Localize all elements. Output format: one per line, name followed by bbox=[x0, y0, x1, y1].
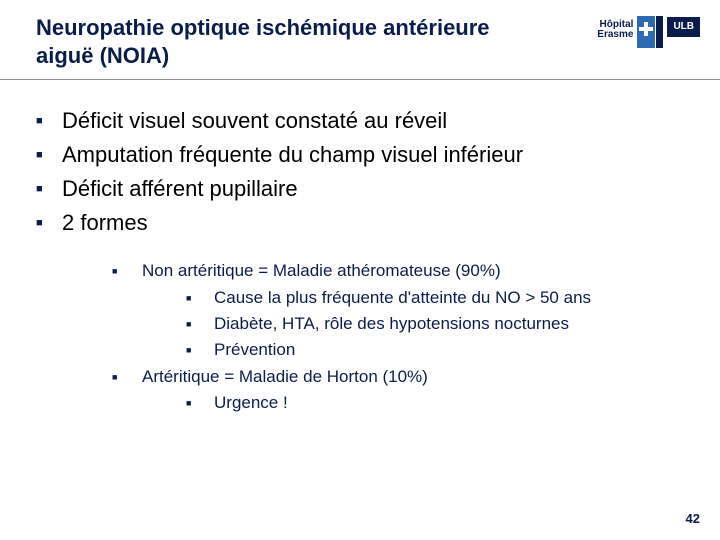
subsub-bullet-item: Diabète, HTA, rôle des hypotensions noct… bbox=[186, 311, 684, 337]
sub-bullet-block: Non artéritique = Maladie athéromateuse … bbox=[112, 258, 684, 416]
bullet-item: Déficit visuel souvent constaté au révei… bbox=[36, 104, 684, 138]
subsub-bullet-item: Prévention bbox=[186, 337, 684, 363]
sub-bullet-text: Artéritique = Maladie de Horton (10%) bbox=[142, 367, 428, 386]
slide: Neuropathie optique ischémique antérieur… bbox=[0, 0, 720, 540]
slide-title: Neuropathie optique ischémique antérieur… bbox=[36, 14, 516, 69]
slide-header: Neuropathie optique ischémique antérieur… bbox=[0, 0, 720, 69]
bullet-item: Déficit afférent pupillaire bbox=[36, 172, 684, 206]
logo-mark-icon bbox=[637, 16, 663, 48]
subsub-bullet-list: Cause la plus fréquente d'atteinte du NO… bbox=[186, 285, 684, 364]
ulb-badge: ULB bbox=[667, 17, 700, 37]
slide-content: Déficit visuel souvent constaté au révei… bbox=[0, 80, 720, 416]
subsub-bullet-item: Urgence ! bbox=[186, 390, 684, 416]
sub-bullet-item: Non artéritique = Maladie athéromateuse … bbox=[112, 258, 684, 363]
logo-line2: Erasme bbox=[597, 30, 633, 40]
bullet-item: Amputation fréquente du champ visuel inf… bbox=[36, 138, 684, 172]
main-bullet-list: Déficit visuel souvent constaté au révei… bbox=[36, 104, 684, 240]
sub-bullet-text: Non artéritique = Maladie athéromateuse … bbox=[142, 261, 501, 280]
hospital-logo: Hôpital Erasme ULB bbox=[597, 16, 700, 48]
sub-bullet-item: Artéritique = Maladie de Horton (10%) Ur… bbox=[112, 364, 684, 417]
sub-bullet-list: Non artéritique = Maladie athéromateuse … bbox=[112, 258, 684, 416]
logo-text: Hôpital Erasme bbox=[597, 20, 633, 40]
bullet-item: 2 formes bbox=[36, 206, 684, 240]
subsub-bullet-list: Urgence ! bbox=[186, 390, 684, 416]
page-number: 42 bbox=[686, 511, 700, 526]
subsub-bullet-item: Cause la plus fréquente d'atteinte du NO… bbox=[186, 285, 684, 311]
